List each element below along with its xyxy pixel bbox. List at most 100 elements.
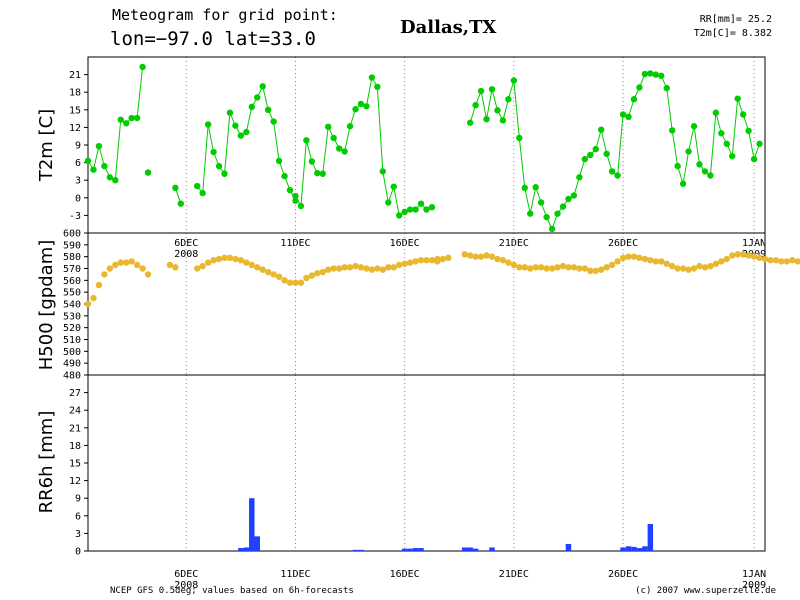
y-tick-label: 520 <box>63 323 81 334</box>
h500-point <box>346 264 354 271</box>
h500-point <box>488 253 496 260</box>
h500-point <box>385 264 392 271</box>
date-tick-label: 16DEC <box>390 238 420 249</box>
t2m-point <box>199 189 206 197</box>
t2m-point <box>314 169 321 177</box>
h500-point <box>576 265 583 272</box>
year-tick-label: 2008 <box>174 249 198 260</box>
h500-point <box>237 257 245 264</box>
date-tick-label: 26DEC <box>608 238 638 249</box>
t2m-point <box>685 148 692 155</box>
y-tick-label: 3 <box>75 176 81 187</box>
h500-point <box>554 264 561 271</box>
date-tick-label: 11DEC <box>280 238 310 249</box>
h500-point <box>668 262 676 270</box>
t2m-point <box>286 186 294 194</box>
h500-point <box>537 264 545 271</box>
y-tick-label: 560 <box>63 276 81 287</box>
y-tick-label: 9 <box>75 141 81 152</box>
h500-point <box>690 265 698 272</box>
rr-bar <box>249 498 255 551</box>
h500-point <box>641 255 649 263</box>
h500-point <box>510 261 518 269</box>
rr-bar <box>407 548 413 551</box>
h500-point <box>548 265 556 272</box>
y-tick-label: 15 <box>69 105 81 116</box>
t2m-point <box>357 100 365 108</box>
h500-point <box>412 258 419 265</box>
t2m-point <box>745 127 752 135</box>
t2m-point <box>346 123 354 130</box>
location-title: Dallas,TX <box>400 17 496 38</box>
h500-point <box>379 266 387 273</box>
rr-axis-label: RR6h [mm] <box>36 411 57 514</box>
y-tick-label: 6 <box>75 511 81 522</box>
h500-point <box>581 265 589 272</box>
t2m-point <box>390 183 397 190</box>
t2m-point <box>90 166 97 173</box>
t2m-point <box>532 184 539 191</box>
rr-bar <box>489 547 495 551</box>
t2m-point <box>466 119 474 126</box>
t2m-point <box>297 202 305 210</box>
t2m-point <box>505 96 512 103</box>
t2m-point <box>674 162 681 170</box>
t2m-point <box>668 127 676 134</box>
h500-point <box>663 260 670 267</box>
h500-point <box>614 258 621 265</box>
h500-point <box>423 257 430 264</box>
t2m-point <box>193 182 201 190</box>
t2m-point <box>308 158 316 165</box>
rr-bar <box>636 548 643 551</box>
rr-bar <box>472 548 479 551</box>
t2m-point <box>701 168 709 175</box>
t2m-point <box>630 96 638 103</box>
h500-point <box>603 264 610 271</box>
t2m-point <box>325 123 332 131</box>
rr-bar <box>401 548 408 551</box>
y-tick-label: 18 <box>69 441 81 452</box>
rr-bar <box>620 547 626 551</box>
h500-point <box>718 258 725 265</box>
t2m-point <box>237 132 245 139</box>
t2m-mean: T2m[C]= 8.382 <box>694 28 772 39</box>
t2m-series-line <box>295 76 433 217</box>
t2m-point <box>516 134 523 142</box>
h500-point <box>286 279 294 286</box>
t2m-point <box>592 145 599 153</box>
h500-point <box>319 268 326 276</box>
t2m-point <box>576 174 583 181</box>
h500-point <box>396 261 403 269</box>
y-tick-label: 600 <box>63 229 81 240</box>
t2m-series-line <box>87 66 144 181</box>
h500-point <box>243 259 250 266</box>
rr-bar <box>565 543 572 551</box>
h500-point <box>712 260 720 267</box>
t2m-point <box>494 107 501 114</box>
t2m-point <box>756 140 763 148</box>
t2m-point <box>259 83 266 90</box>
h500-point <box>521 264 528 271</box>
t2m-point <box>84 157 92 165</box>
h500-point <box>559 262 567 270</box>
y-tick-label: 590 <box>63 240 81 251</box>
t2m-point <box>374 83 381 91</box>
h500-point <box>215 255 223 263</box>
t2m-point <box>204 121 212 128</box>
h500-point <box>417 257 425 264</box>
rr-bar <box>467 547 473 551</box>
t2m-point <box>139 63 146 71</box>
y-tick-label: 480 <box>63 371 81 382</box>
h500-point <box>363 265 370 272</box>
t2m-point <box>690 123 698 130</box>
t2m-point <box>679 180 687 187</box>
h500-point <box>106 265 114 272</box>
h500-point <box>499 257 507 264</box>
y-tick-label: 12 <box>69 476 81 487</box>
y-tick-label: 21 <box>69 423 81 434</box>
h500-point <box>685 266 692 273</box>
h500-point <box>505 259 512 266</box>
t2m-point <box>543 213 550 221</box>
h500-point <box>292 279 299 286</box>
t2m-point <box>750 155 758 163</box>
